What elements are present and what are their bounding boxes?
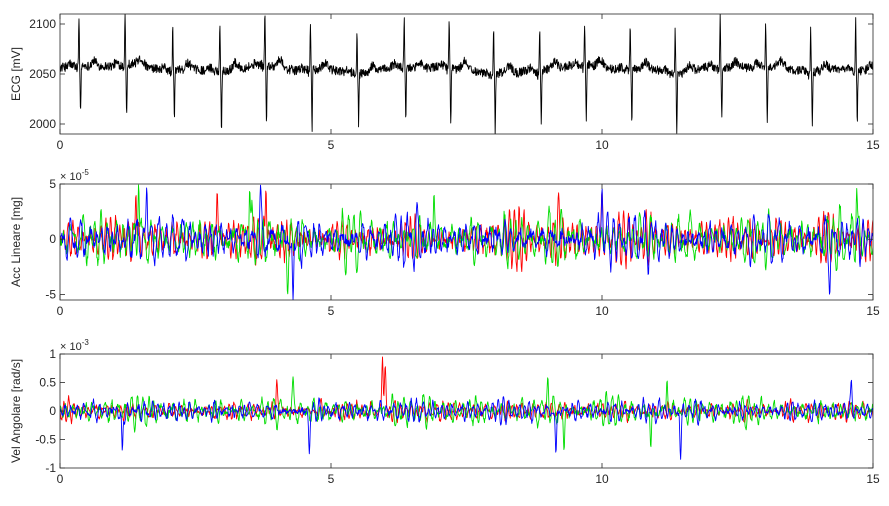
series-line-2 [60,376,873,450]
series-line-2 [60,184,873,295]
plot-area [60,14,873,134]
x-tick-label: 0 [57,304,64,318]
series-line-1 [60,14,873,134]
y-axis-label: Acc Lineare [mg] [9,197,23,287]
y-axis-label: Vel Angolare [rad/s] [9,359,23,463]
y-tick-label: -5 [45,287,56,301]
y-tick-label: 0 [49,232,56,246]
x-tick-label: 5 [328,472,335,486]
y-tick-label: 0 [49,404,56,418]
x-tick-label: 10 [595,472,609,486]
x-tick-label: 15 [866,472,880,486]
series-line-3 [60,379,873,460]
x-tick-label: 0 [57,138,64,152]
y-tick-label: 2100 [29,17,56,31]
y-tick-label: 5 [49,177,56,191]
y-tick-label: -0.5 [35,433,56,447]
y-exponent-label: × 10-5 [60,168,89,183]
chart-panel-1: 0 5 10 15 2000 2050 2100 ECG [mV] [9,13,880,152]
x-tick-label: 15 [866,138,880,152]
y-tick-label: 2000 [29,117,56,131]
x-tick-label: 15 [866,304,880,318]
axes-frame [59,183,874,301]
y-tick-label: 1 [49,347,56,361]
y-tick-label: 0.5 [39,376,56,390]
y-axis-label: ECG [mV] [9,47,23,101]
x-tick-label: 10 [595,304,609,318]
x-tick-label: 5 [328,138,335,152]
x-tick-label: 0 [57,472,64,486]
series-line-3 [60,184,873,300]
y-tick-label: 2050 [29,67,56,81]
x-tick-label: 5 [328,304,335,318]
chart-panel-3: 0 5 10 15 -1 -0.5 0 0.5 1 × 10-3 Vel Angolare [rad… [9,338,880,486]
x-tick-label: 10 [595,138,609,152]
y-tick-label: -1 [45,461,56,475]
y-exponent-label: × 10-3 [60,338,89,353]
